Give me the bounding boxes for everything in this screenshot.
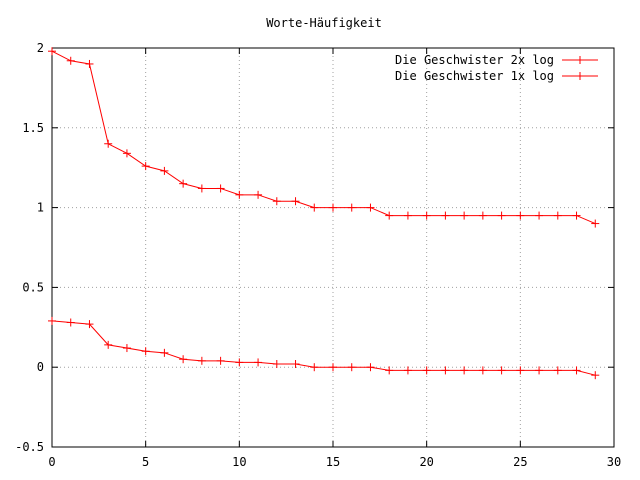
data-point xyxy=(385,211,394,220)
data-point xyxy=(235,358,244,367)
plot-frame xyxy=(51,47,615,448)
data-point xyxy=(310,203,319,212)
chart-title: Worte-Häufigkeit xyxy=(266,16,382,30)
x-tick-label: 30 xyxy=(607,455,621,469)
data-point xyxy=(403,366,412,375)
data-point xyxy=(478,211,487,220)
data-point xyxy=(366,203,375,212)
data-point xyxy=(310,363,319,372)
data-point xyxy=(179,179,188,188)
series-line-2 xyxy=(51,320,596,376)
data-point xyxy=(422,211,431,220)
data-point xyxy=(591,219,600,228)
data-point xyxy=(385,366,394,375)
data-point xyxy=(572,366,581,375)
data-point xyxy=(197,184,206,193)
x-tick-label: 20 xyxy=(419,455,433,469)
data-point xyxy=(535,366,544,375)
data-point xyxy=(104,340,113,349)
y-tick-label: 2 xyxy=(37,41,44,55)
series-layer xyxy=(48,47,600,380)
data-point xyxy=(272,360,281,369)
legend-label: Die Geschwister 2x log xyxy=(395,53,554,67)
data-point xyxy=(254,358,263,367)
data-point xyxy=(347,203,356,212)
data-point xyxy=(66,318,75,327)
data-point xyxy=(516,211,525,220)
data-point xyxy=(366,363,375,372)
data-point xyxy=(66,56,75,65)
data-point xyxy=(235,190,244,199)
data-point xyxy=(141,162,150,171)
data-point xyxy=(216,356,225,365)
axes: 0 5 10 15 20 25 30 -0.5 0 0.5 1 1.5 2 xyxy=(15,41,621,469)
data-point xyxy=(85,320,94,329)
y-tick-label: 1.5 xyxy=(22,121,44,135)
data-point xyxy=(216,184,225,193)
data-point xyxy=(160,166,169,175)
data-point xyxy=(122,149,131,158)
data-point xyxy=(329,203,337,212)
data-point xyxy=(553,366,562,375)
data-point xyxy=(122,344,131,353)
data-point xyxy=(553,211,562,220)
data-point xyxy=(85,59,94,68)
x-tick-label: 0 xyxy=(48,455,55,469)
data-point xyxy=(197,356,206,365)
x-tick-label: 5 xyxy=(142,455,149,469)
data-point xyxy=(329,363,337,372)
data-point xyxy=(48,47,56,56)
x-tick-label: 15 xyxy=(326,455,340,469)
y-tick-label: -0.5 xyxy=(15,440,44,454)
data-point xyxy=(441,211,450,220)
data-point xyxy=(291,360,300,369)
legend: Die Geschwister 2x log Die Geschwister 1x… xyxy=(395,53,598,83)
data-point xyxy=(460,366,469,375)
data-point xyxy=(141,347,150,356)
data-point xyxy=(179,355,188,364)
data-point xyxy=(403,211,412,220)
data-point xyxy=(441,366,450,375)
data-point xyxy=(291,197,300,206)
data-point xyxy=(516,366,525,375)
data-point xyxy=(535,211,544,220)
x-tick-label: 25 xyxy=(513,455,527,469)
data-point xyxy=(160,348,169,357)
data-point xyxy=(422,366,431,375)
data-point xyxy=(497,366,506,375)
legend-label: Die Geschwister 1x log xyxy=(395,69,554,83)
y-tick-label: 0.5 xyxy=(22,280,44,294)
data-point xyxy=(272,197,281,206)
data-point xyxy=(104,139,113,148)
data-point xyxy=(347,363,356,372)
data-point xyxy=(572,211,581,220)
data-point xyxy=(48,316,56,325)
data-point xyxy=(254,190,263,199)
x-tick-label: 10 xyxy=(232,455,246,469)
grid-lines xyxy=(52,48,614,447)
data-point xyxy=(591,371,600,380)
y-tick-label: 1 xyxy=(37,201,44,215)
y-tick-label: 0 xyxy=(37,360,44,374)
data-point xyxy=(497,211,506,220)
data-point xyxy=(460,211,469,220)
data-point xyxy=(478,366,487,375)
